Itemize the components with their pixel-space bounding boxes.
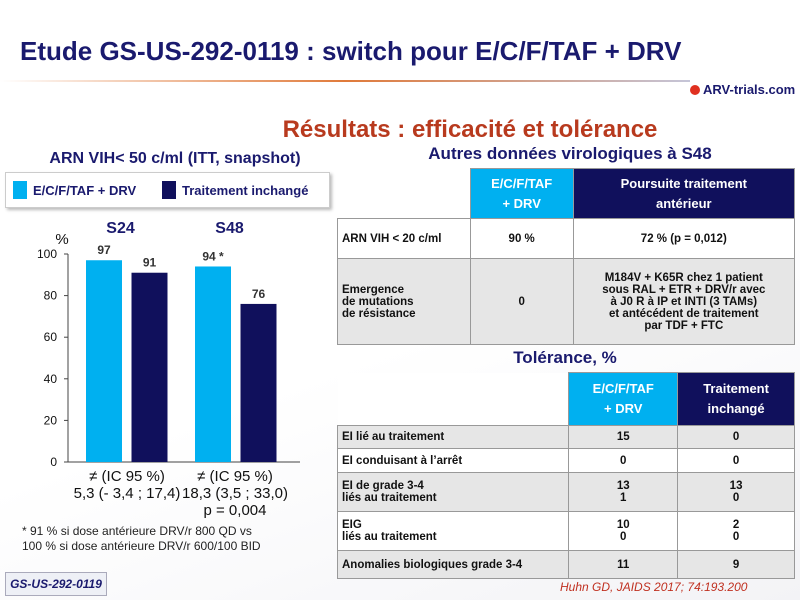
legend-label: E/C/F/TAF + DRV	[33, 182, 137, 198]
row-label: EI conduisant à l’arrêt	[336, 448, 570, 473]
table-row: EI lié au traitement 15 0	[336, 425, 795, 449]
logo: ARV-trials.com	[690, 82, 795, 97]
row-label: EI de grade 3-4 liés au traitement	[336, 472, 570, 512]
value-label: 97	[97, 243, 111, 257]
bar	[131, 272, 168, 462]
y-tick-label: 100	[37, 247, 57, 261]
chart-annotation: ≠ (IC 95 %) 5,3 (- 3,4 ; 17,4)	[73, 468, 181, 502]
slide-subtitle: Résultats : efficacité et tolérance	[282, 116, 658, 143]
legend-swatch	[162, 181, 176, 199]
slide-title: Etude GS-US-292-0119 : switch pour E/C/F…	[20, 36, 682, 66]
logo-text: ARV-trials.com	[703, 82, 796, 97]
table-cell: 72 % (p = 0,012)	[572, 218, 796, 259]
table-row: Emergence de mutations de résistance 0 M18…	[337, 258, 796, 345]
citation: Huhn GD, JAIDS 2017; 74:193.200	[560, 580, 748, 594]
table-cell: M184V + K65R chez 1 patient sous RAL + E…	[572, 258, 796, 345]
y-tick-label: 0	[50, 455, 57, 469]
value-label: 76	[252, 287, 266, 301]
header-cell: Poursuite traitement antérieur	[572, 168, 796, 219]
table-cell: 11	[568, 550, 679, 579]
row-label: Anomalies biologiques grade 3-4	[336, 550, 570, 579]
bar	[195, 266, 231, 462]
header-cell: E/C/F/TAF + DRV	[568, 372, 679, 426]
y-tick-label: 60	[44, 330, 58, 344]
virology-table: E/C/F/TAF + DRV Poursuite traitement anté…	[337, 168, 796, 345]
header-cell	[337, 372, 570, 426]
table-row: Anomalies biologiques grade 3-4 11 9	[336, 550, 795, 579]
table-row: EI de grade 3-4 liés au traitement 13 1 13…	[336, 472, 795, 512]
table-cell: 9	[677, 550, 795, 579]
chart-title: ARN VIH< 50 c/ml (ITT, snapshot)	[49, 150, 301, 167]
table-cell: 13 1	[568, 472, 679, 512]
header-cell: Traitement inchangé	[677, 372, 795, 426]
table-row: EI conduisant à l’arrêt 0 0	[336, 448, 795, 473]
legend-item: Traitement inchangé	[162, 181, 308, 199]
header-cell	[337, 168, 471, 219]
bar	[86, 260, 122, 462]
row-label: ARN VIH < 20 c/ml	[337, 218, 471, 259]
legend-swatch	[13, 181, 27, 199]
footnote: * 91 % si dose antérieure DRV/r 800 QD v…	[22, 524, 261, 553]
tolerance-table: E/C/F/TAF + DRV Traitement inchangé EI li…	[336, 372, 795, 579]
legend-item: E/C/F/TAF + DRV	[13, 181, 136, 199]
chart-annotation: ≠ (IC 95 %) 18,3 (3,5 ; 33,0) p = 0,004	[182, 468, 288, 519]
table-row: ARN VIH < 20 c/ml 90 % 72 % (p = 0,012)	[337, 218, 796, 259]
value-label: 94 *	[202, 249, 224, 263]
legend-label: Traitement inchangé	[182, 182, 309, 198]
value-label: 91	[143, 256, 157, 270]
title-rule	[0, 80, 690, 82]
y-tick-label: 20	[44, 413, 58, 427]
table-title: Tolérance, %	[513, 348, 617, 367]
y-axis-label: %	[55, 231, 68, 248]
chart: % 0 20 40 60 80 100 S24 97 91 S48 94 * 76	[37, 220, 300, 469]
study-tag: GS-US-292-0119	[5, 572, 107, 596]
row-label: Emergence de mutations de résistance	[337, 258, 471, 345]
row-label: EI lié au traitement	[336, 425, 570, 449]
table-cell: 0	[568, 448, 679, 473]
bar	[240, 303, 277, 462]
table-cell: 0	[677, 448, 795, 473]
table-cell: 13 0	[677, 472, 795, 512]
table-cell: 90 %	[469, 218, 574, 259]
y-tick-label: 40	[44, 372, 58, 386]
row-label: EIG liés au traitement	[336, 511, 570, 551]
category-label: S24	[106, 220, 135, 237]
table-cell: 10 0	[568, 511, 679, 551]
table-title: Autres données virologiques à S48	[428, 144, 712, 163]
header-cell: E/C/F/TAF + DRV	[469, 168, 574, 219]
table-cell: 0	[677, 425, 795, 449]
y-tick-label: 80	[44, 289, 58, 303]
table-cell: 0	[469, 258, 574, 345]
table-cell: 2 0	[677, 511, 795, 551]
table-cell: 15	[568, 425, 679, 449]
category-label: S48	[215, 220, 244, 237]
legend: E/C/F/TAF + DRV Traitement inchangé	[5, 172, 330, 208]
